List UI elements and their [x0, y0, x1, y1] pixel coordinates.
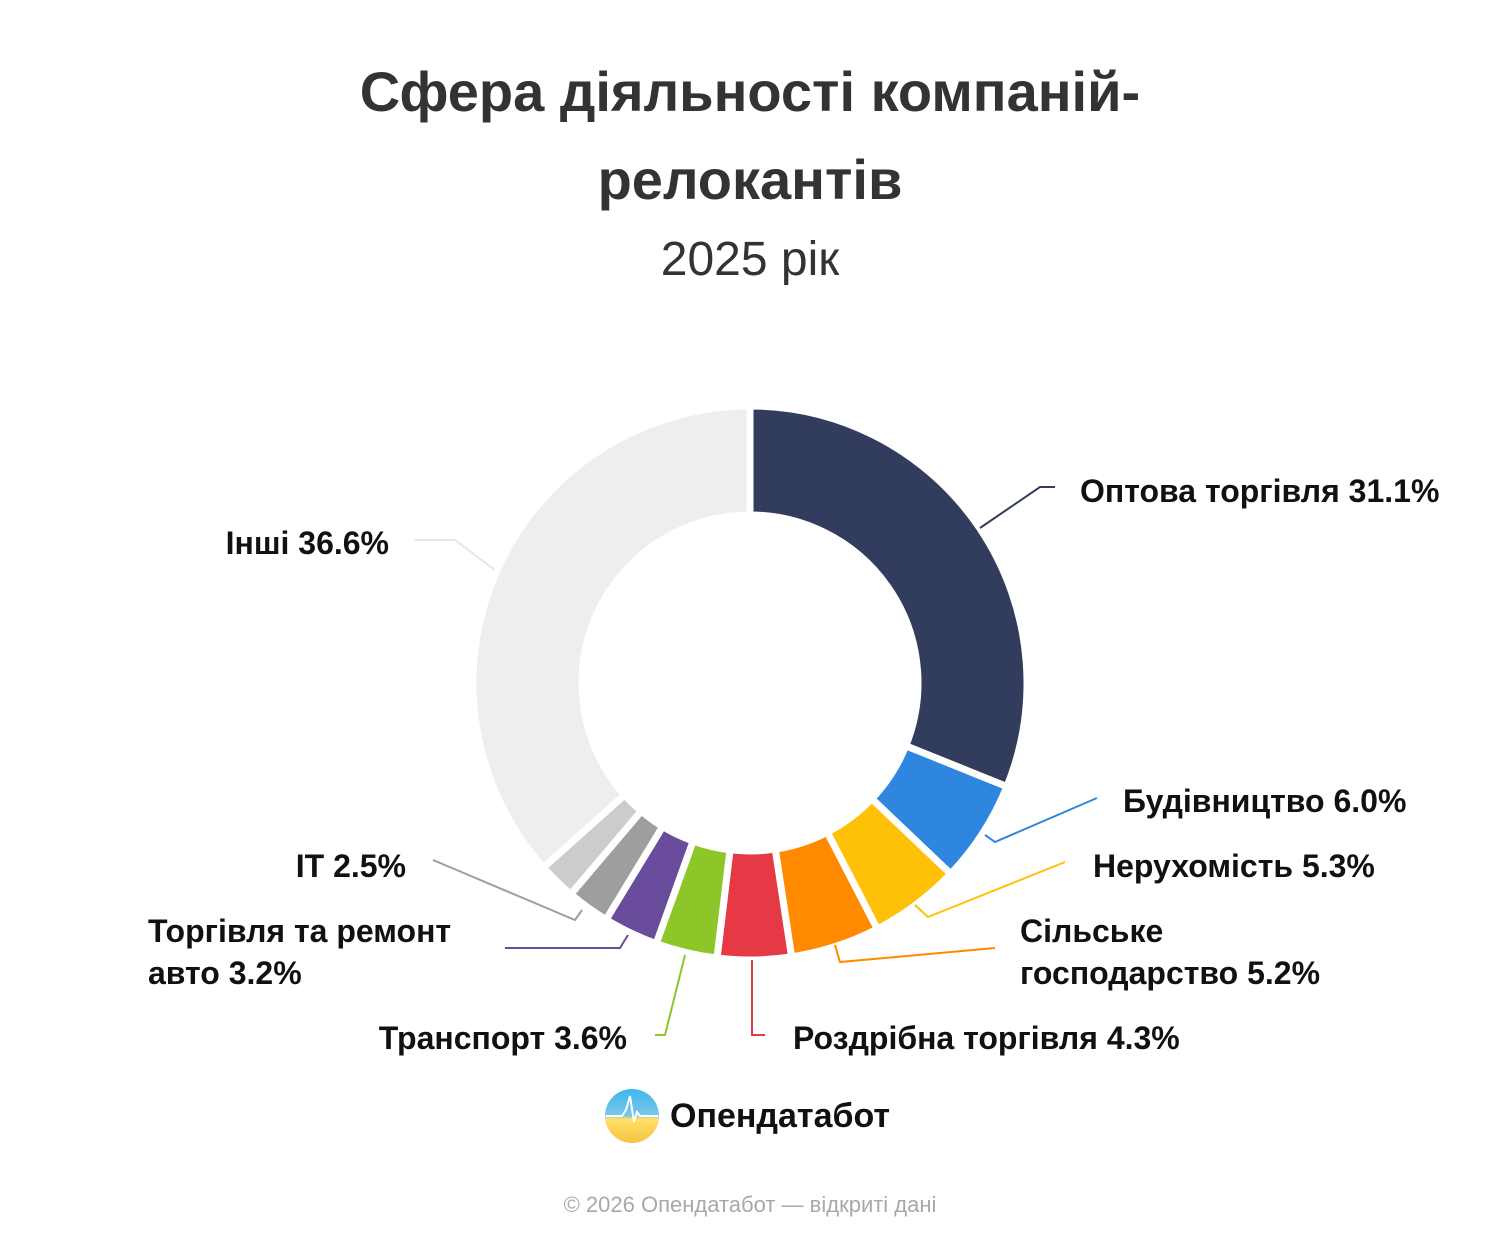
data-label: Роздрібна торгівля 4.3%: [793, 1020, 1180, 1056]
data-label: Будівництво 6.0%: [1123, 783, 1407, 819]
leader-line: [979, 486, 1055, 529]
data-label: Оптова торгівля 31.1%: [1080, 473, 1440, 509]
chart-title-line-1: Сфера діяльності компаній-: [359, 60, 1141, 123]
logo-text: Опендатабот: [670, 1096, 891, 1135]
logo-icon: [605, 1089, 659, 1143]
chart-subtitle: 2025 рік: [660, 233, 840, 286]
data-label: Торгівля та ремонт авто 3.2%: [148, 913, 452, 991]
footer-copyright: © 2026 Опендатабот — відкриті дані: [563, 1192, 937, 1217]
leader-line: [751, 960, 765, 1036]
data-label: Транспорт 3.6%: [378, 1020, 627, 1056]
leader-line: [655, 954, 686, 1036]
data-label: Нерухомість 5.3%: [1093, 848, 1375, 884]
leader-line: [914, 861, 1066, 919]
leader-line: [432, 859, 583, 922]
leader-line: [505, 934, 629, 949]
slice-оптова-торгівля: [746, 402, 1031, 791]
data-label: IT 2.5%: [295, 848, 406, 884]
chart-title: Сфера діяльності компаній- релокантів: [0, 48, 1500, 224]
brand-logo: Опендатабот: [604, 1088, 890, 1144]
data-label: Сільське господарство 5.2%: [1020, 913, 1321, 991]
slice-інші: [469, 402, 754, 871]
chart-title-line-2: релокантів: [597, 148, 903, 211]
leader-line: [984, 797, 1098, 844]
data-label: Інші 36.6%: [225, 525, 389, 561]
leader-line: [834, 944, 996, 964]
leader-line: [415, 539, 496, 571]
